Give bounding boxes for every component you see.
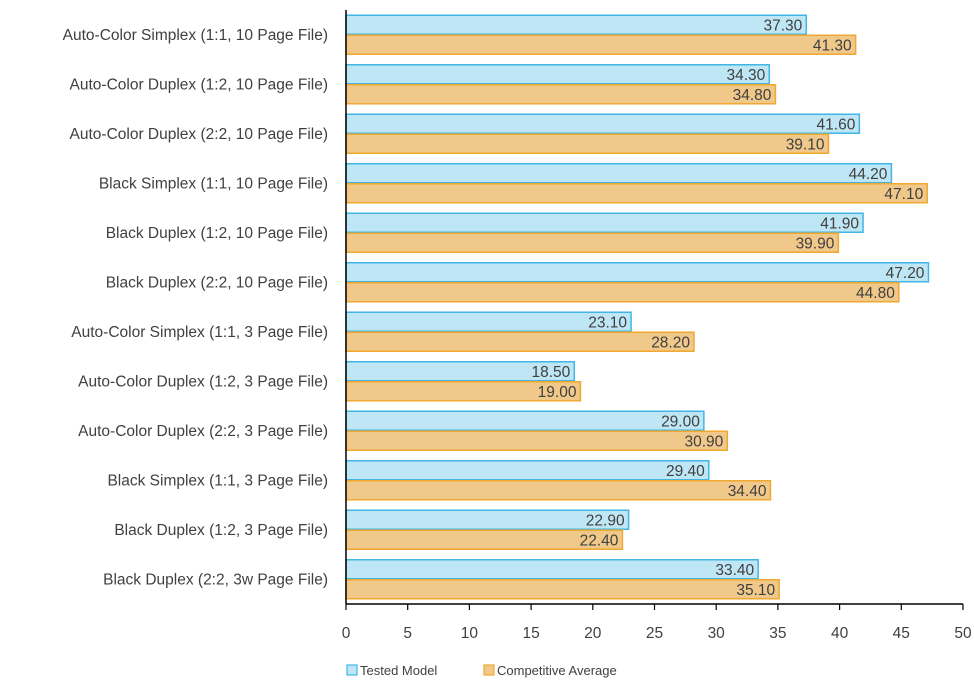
tested-model-value-label-10: 29.40 (666, 463, 705, 480)
tested-model-value-label-8: 18.50 (531, 364, 570, 381)
tested-model-value-label-7: 23.10 (588, 314, 627, 331)
tested-model-value-label-3: 41.60 (817, 116, 856, 133)
category-label-4: Black Simplex (1:1, 10 Page File) (99, 175, 328, 192)
competitive-average-value-label-10: 34.40 (728, 483, 767, 500)
tested-model-bar-12 (345, 559, 759, 580)
x-tick-label-45: 45 (893, 625, 910, 642)
category-label-9: Auto-Color Duplex (2:2, 3 Page File) (78, 423, 328, 440)
category-label-12: Black Duplex (2:2, 3w Page File) (103, 571, 328, 588)
x-tick-label-5: 5 (403, 625, 412, 642)
x-tick-label-35: 35 (769, 625, 786, 642)
competitive-average-bar-9 (345, 430, 729, 451)
tested-model-legend-swatch (346, 664, 358, 676)
competitive-average-value-label-4: 47.10 (884, 186, 923, 203)
category-label-7: Auto-Color Simplex (1:1, 3 Page File) (71, 324, 328, 341)
legend: Tested Model Competitive Average (346, 663, 617, 678)
competitive-average-value-label-7: 28.20 (651, 334, 690, 351)
tested-model-value-label-11: 22.90 (586, 512, 625, 529)
competitive-average-value-label-11: 22.40 (580, 532, 619, 549)
category-label-6: Black Duplex (2:2, 10 Page File) (106, 274, 328, 291)
x-tick-label-30: 30 (708, 625, 726, 642)
competitive-average-legend-swatch (483, 664, 495, 676)
competitive-average-value-label-12: 35.10 (736, 582, 775, 599)
x-tick-label-20: 20 (584, 625, 602, 642)
competitive-average-bar-6 (345, 282, 900, 303)
category-label-5: Black Duplex (1:2, 10 Page File) (106, 225, 328, 242)
tested-model-value-label-1: 37.30 (763, 17, 802, 34)
x-tick-label-25: 25 (646, 625, 663, 642)
competitive-average-bar-2 (345, 84, 777, 105)
tested-model-bar-2 (345, 64, 771, 85)
tested-model-value-label-12: 33.40 (715, 562, 754, 579)
category-label-2: Auto-Color Duplex (1:2, 10 Page File) (70, 76, 328, 93)
x-tick-label-50: 50 (954, 625, 972, 642)
x-tick-label-0: 0 (342, 625, 351, 642)
category-label-1: Auto-Color Simplex (1:1, 10 Page File) (63, 27, 328, 44)
tested-model-bar-5 (345, 212, 864, 233)
competitive-average-value-label-3: 39.10 (786, 136, 825, 153)
tested-model-value-label-4: 44.20 (849, 166, 888, 183)
tested-model-bar-3 (345, 113, 861, 134)
category-labels: Auto-Color Simplex (1:1, 10 Page File) Au… (63, 27, 328, 589)
competitive-average-legend-label: Competitive Average (497, 663, 617, 678)
category-label-11: Black Duplex (1:2, 3 Page File) (114, 522, 328, 539)
competitive-average-bar-4 (345, 183, 928, 204)
tested-model-bar-1 (345, 14, 808, 35)
competitive-average-bar-12 (345, 579, 780, 600)
competitive-average-value-label-5: 39.90 (796, 235, 835, 252)
competitive-average-value-label-8: 19.00 (538, 384, 577, 401)
competitive-average-value-label-1: 41.30 (813, 37, 852, 54)
tested-model-value-label-6: 47.20 (886, 265, 925, 282)
tested-model-bar-6 (345, 262, 930, 283)
x-tick-label-40: 40 (831, 625, 849, 642)
tested-model-bar-4 (345, 163, 893, 184)
competitive-average-bar-7 (345, 331, 695, 352)
x-tick-label-10: 10 (461, 625, 479, 642)
competitive-average-bar-10 (345, 480, 772, 501)
category-label-10: Black Simplex (1:1, 3 Page File) (107, 472, 328, 489)
category-label-8: Auto-Color Duplex (1:2, 3 Page File) (78, 373, 328, 390)
tested-model-legend-label: Tested Model (360, 663, 437, 678)
competitive-average-value-label-2: 34.80 (733, 87, 772, 104)
competitive-average-bar-3 (345, 133, 830, 154)
competitive-average-bar-5 (345, 232, 840, 253)
tested-model-bar-10 (345, 460, 710, 481)
tested-model-value-label-5: 41.90 (820, 215, 859, 232)
axes: 0 5 10 15 20 25 30 35 40 45 50 (342, 10, 972, 642)
value-labels: 37.30 41.30 34.30 34.80 41.60 39.10 44.20 47.10… (531, 17, 924, 599)
bars-layer (345, 14, 930, 600)
competitive-average-value-label-6: 44.80 (856, 285, 895, 302)
tested-model-value-label-2: 34.30 (726, 67, 765, 84)
competitive-average-bar-1 (345, 34, 857, 55)
tested-model-value-label-9: 29.00 (661, 413, 700, 430)
category-label-3: Auto-Color Duplex (2:2, 10 Page File) (70, 126, 328, 143)
x-tick-label-15: 15 (522, 625, 539, 642)
competitive-average-value-label-9: 30.90 (685, 433, 724, 450)
tested-model-bar-9 (345, 410, 705, 431)
